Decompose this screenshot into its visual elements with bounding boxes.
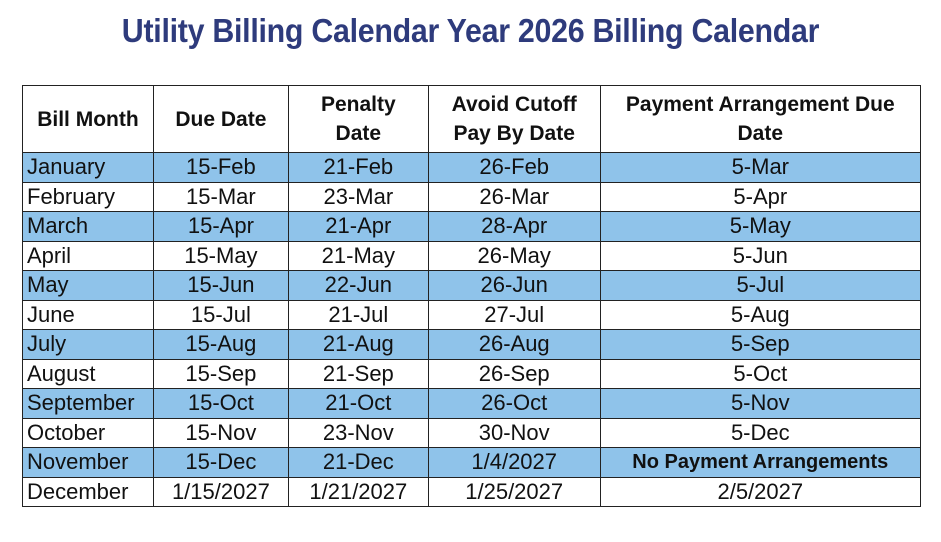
cutoff-date-cell: 26-Aug bbox=[427, 329, 601, 360]
penalty-date-cell: 21-Feb bbox=[287, 152, 429, 183]
bill-month-cell: February bbox=[22, 181, 154, 212]
penalty-date-cell: 21-Aug bbox=[287, 329, 429, 360]
arrangement-date-cell: 5-Jul bbox=[599, 270, 922, 301]
cutoff-date-cell: 28-Apr bbox=[427, 211, 601, 242]
due-date-cell: 15-Feb bbox=[152, 152, 289, 183]
header-penalty-date: Penalty Date bbox=[287, 85, 429, 153]
penalty-date-cell: 23-Nov bbox=[287, 417, 429, 448]
cutoff-date-cell: 26-Feb bbox=[427, 152, 601, 183]
header-due-date: Due Date bbox=[152, 85, 289, 153]
table-row: July 15-Aug 21-Aug 26-Aug 5-Sep bbox=[22, 329, 922, 360]
bill-month-cell: April bbox=[22, 240, 154, 271]
due-date-cell: 15-Apr bbox=[152, 211, 289, 242]
table-row: November 15-Dec 21-Dec 1/4/2027 No Payment A… bbox=[22, 447, 922, 478]
penalty-date-cell: 23-Mar bbox=[287, 181, 429, 212]
due-date-cell: 15-Jun bbox=[152, 270, 289, 301]
table-row: June 15-Jul 21-Jul 27-Jul 5-Aug bbox=[22, 299, 922, 330]
cutoff-date-cell: 26-May bbox=[427, 240, 601, 271]
table-row: September 15-Oct 21-Oct 26-Oct 5-Nov bbox=[22, 388, 922, 419]
penalty-date-cell: 21-Dec bbox=[287, 447, 429, 478]
arrangement-date-cell: 5-Aug bbox=[599, 299, 922, 330]
due-date-cell: 15-Dec bbox=[152, 447, 289, 478]
arrangement-date-cell: 2/5/2027 bbox=[599, 476, 922, 507]
table-row: May 15-Jun 22-Jun 26-Jun 5-Jul bbox=[22, 270, 922, 301]
table-row: April 15-May 21-May 26-May 5-Jun bbox=[22, 240, 922, 271]
billing-calendar-table: Bill Month Due Date Penalty Date Avoid C… bbox=[22, 85, 922, 507]
due-date-cell: 1/15/2027 bbox=[152, 476, 289, 507]
bill-month-cell: December bbox=[22, 476, 154, 507]
cutoff-date-cell: 1/25/2027 bbox=[427, 476, 601, 507]
cutoff-date-cell: 30-Nov bbox=[427, 417, 601, 448]
table-row: August 15-Sep 21-Sep 26-Sep 5-Oct bbox=[22, 358, 922, 389]
penalty-date-cell: 1/21/2027 bbox=[287, 476, 429, 507]
arrangement-date-cell: 5-Apr bbox=[599, 181, 922, 212]
bill-month-cell: May bbox=[22, 270, 154, 301]
penalty-date-cell: 22-Jun bbox=[287, 270, 429, 301]
due-date-cell: 15-Sep bbox=[152, 358, 289, 389]
bill-month-cell: June bbox=[22, 299, 154, 330]
bill-month-cell: September bbox=[22, 388, 154, 419]
arrangement-date-cell: No Payment Arrangements bbox=[599, 447, 922, 478]
bill-month-cell: March bbox=[22, 211, 154, 242]
header-payment-arrangement: Payment Arrangement Due Date bbox=[599, 85, 922, 153]
cutoff-date-cell: 26-Oct bbox=[427, 388, 601, 419]
arrangement-date-cell: 5-Jun bbox=[599, 240, 922, 271]
header-row: Bill Month Due Date Penalty Date Avoid C… bbox=[22, 85, 922, 153]
arrangement-date-cell: 5-Oct bbox=[599, 358, 922, 389]
cutoff-date-cell: 1/4/2027 bbox=[427, 447, 601, 478]
arrangement-date-cell: 5-Dec bbox=[599, 417, 922, 448]
header-avoid-cutoff: Avoid Cutoff Pay By Date bbox=[427, 85, 601, 153]
page-title: Utility Billing Calendar Year 2026 Billi… bbox=[121, 12, 820, 49]
table-row: February 15-Mar 23-Mar 26-Mar 5-Apr bbox=[22, 181, 922, 212]
table-row: January 15-Feb 21-Feb 26-Feb 5-Mar bbox=[22, 152, 922, 183]
due-date-cell: 15-Oct bbox=[152, 388, 289, 419]
penalty-date-cell: 21-Oct bbox=[287, 388, 429, 419]
due-date-cell: 15-Jul bbox=[152, 299, 289, 330]
header-bill-month: Bill Month bbox=[22, 85, 154, 153]
bill-month-cell: January bbox=[22, 152, 154, 183]
table-row: March 15-Apr 21-Apr 28-Apr 5-May bbox=[22, 211, 922, 242]
bill-month-cell: August bbox=[22, 358, 154, 389]
table-row: December 1/15/2027 1/21/2027 1/25/2027 2/5/2… bbox=[22, 476, 922, 507]
arrangement-date-cell: 5-Mar bbox=[599, 152, 922, 183]
arrangement-date-cell: 5-Nov bbox=[599, 388, 922, 419]
due-date-cell: 15-May bbox=[152, 240, 289, 271]
cutoff-date-cell: 26-Sep bbox=[427, 358, 601, 389]
penalty-date-cell: 21-Sep bbox=[287, 358, 429, 389]
due-date-cell: 15-Mar bbox=[152, 181, 289, 212]
cutoff-date-cell: 26-Jun bbox=[427, 270, 601, 301]
bill-month-cell: July bbox=[22, 329, 154, 360]
due-date-cell: 15-Nov bbox=[152, 417, 289, 448]
bill-month-cell: November bbox=[22, 447, 154, 478]
penalty-date-cell: 21-May bbox=[287, 240, 429, 271]
table-row: October 15-Nov 23-Nov 30-Nov 5-Dec bbox=[22, 417, 922, 448]
penalty-date-cell: 21-Jul bbox=[287, 299, 429, 330]
cutoff-date-cell: 26-Mar bbox=[427, 181, 601, 212]
arrangement-date-cell: 5-May bbox=[599, 211, 922, 242]
cutoff-date-cell: 27-Jul bbox=[427, 299, 601, 330]
due-date-cell: 15-Aug bbox=[152, 329, 289, 360]
penalty-date-cell: 21-Apr bbox=[287, 211, 429, 242]
bill-month-cell: October bbox=[22, 417, 154, 448]
arrangement-date-cell: 5-Sep bbox=[599, 329, 922, 360]
